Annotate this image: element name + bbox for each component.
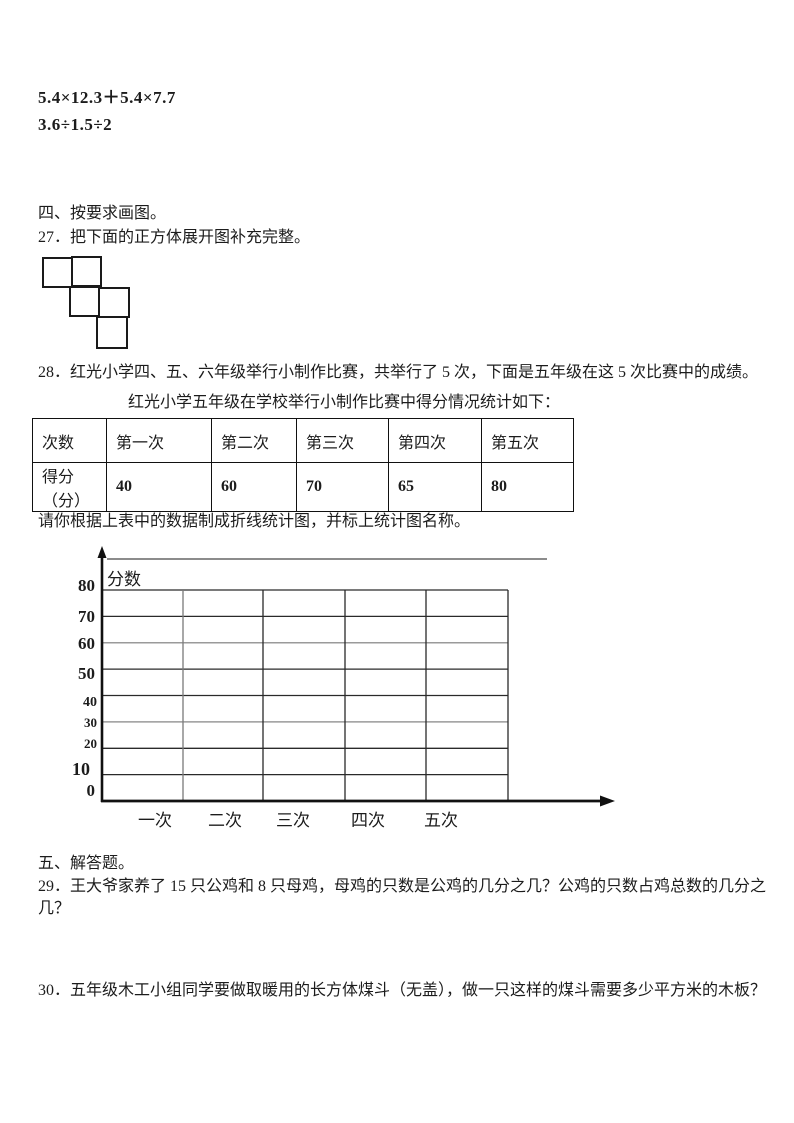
cell-score-2: 60 [211,462,297,512]
expression-2: 3.6÷1.5÷2 [38,115,113,134]
cube-net-drawing [42,256,130,349]
cell-score-1: 40 [106,462,212,512]
x-tick-5: 五次 [424,811,458,830]
x-tick-2: 二次 [208,811,242,830]
y-tick-50: 50 [78,664,95,683]
question-29-text: 29．王大爷家养了 15 只公鸡和 8 只母鸡，母鸡的只数是公鸡的几分之几？公鸡… [38,878,767,917]
score-table: 次数 第一次 第二次 第三次 第四次 第五次 得分（分） 40 60 70 65… [32,418,574,512]
y-tick-10: 10 [72,759,90,779]
y-tick-20: 20 [84,736,97,751]
cell-score-5: 80 [481,462,574,512]
cell-score-4: 65 [388,462,482,512]
cube-net-figure [41,255,135,351]
line-chart: 分数 80 70 60 50 40 30 20 10 0 一次 二次 三次 四次… [30,545,630,845]
section-5-heading: 五、解答题。 [38,855,135,872]
table-row-header: 次数 第一次 第二次 第三次 第四次 第五次 [32,418,574,463]
cell-attempt-4: 第四次 [388,418,482,463]
cell-score-label: 得分（分） [32,462,107,512]
x-tick-3: 三次 [276,811,310,830]
y-tick-30: 30 [84,715,97,730]
y-axis-arrow-icon [97,546,107,558]
cell-times-label: 次数 [32,418,107,463]
score-table-title: 红光小学五年级在学校举行小制作比赛中得分情况统计如下： [128,394,561,411]
y-tick-60: 60 [78,634,95,653]
y-axis-label: 分数 [107,570,141,589]
chart-instruction: 请你根据上表中的数据制成折线统计图，并标上统计图名称。 [38,513,471,530]
y-tick-0: 0 [86,781,96,800]
cell-attempt-3: 第三次 [296,418,389,463]
x-tick-4: 四次 [351,811,385,830]
question-28-text: 28．红光小学四、五、六年级举行小制作比赛，共举行了 5 次，下面是五年级在这 … [38,364,759,381]
cell-score-3: 70 [296,462,389,512]
expression-1: 5.4×12.3＋5.4×7.7 [38,88,176,107]
y-tick-80: 80 [78,576,95,595]
table-row-scores: 得分（分） 40 60 70 65 80 [32,462,574,512]
y-tick-70: 70 [78,607,95,626]
x-tick-1: 一次 [138,811,172,830]
line-chart-grid [97,546,615,807]
question-30-text: 30．五年级木工小组同学要做取暖用的长方体煤斗（无盖），做一只这样的煤斗需要多少… [38,982,767,999]
y-tick-40: 40 [83,695,97,710]
x-axis-arrow-icon [600,795,615,807]
cell-attempt-1: 第一次 [106,418,212,463]
cell-attempt-5: 第五次 [481,418,574,463]
cell-attempt-2: 第二次 [211,418,297,463]
section-4-heading: 四、按要求画图。 [38,205,167,222]
question-27-text: 27．把下面的正方体展开图补充完整。 [38,229,311,246]
